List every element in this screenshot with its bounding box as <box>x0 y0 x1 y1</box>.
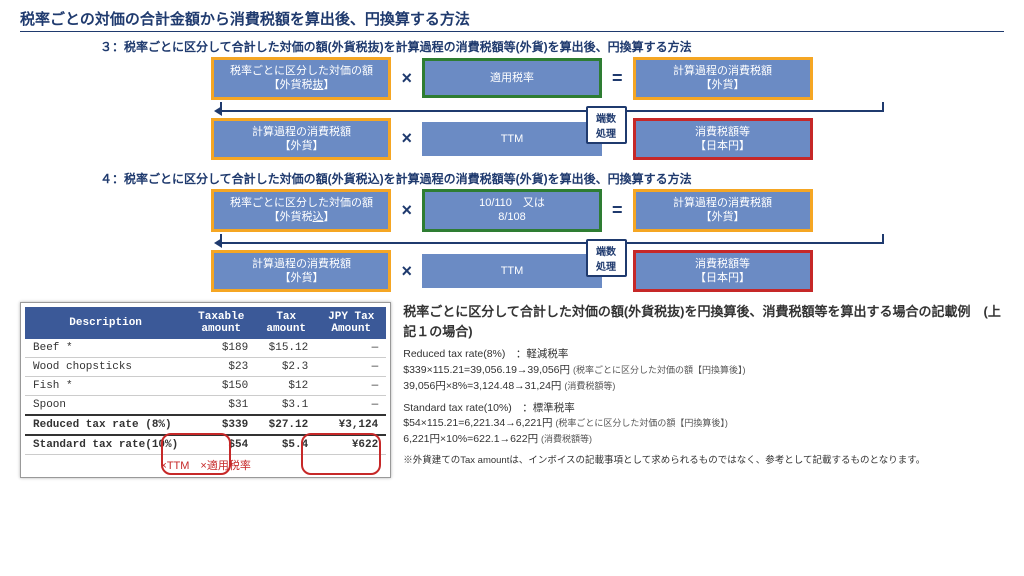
m3r2-box3: 消費税額等【日本円】 <box>633 118 813 161</box>
multiply-icon: × <box>397 128 416 149</box>
explain-title: 税率ごとに区分して合計した対価の額(外貨税抜)を円換算後、消費税額等を算出する場… <box>403 302 1004 341</box>
table-row: Spoon$31$3.1— <box>25 396 386 416</box>
table-total-row: Reduced tax rate (8%)$339$27.12¥3,124 <box>25 415 386 435</box>
m4-connector <box>20 234 1004 248</box>
m4r1-box2: 10/110 又は8/108 <box>422 189 602 232</box>
method3-row1: 税率ごとに区分した対価の額 【外貨税抜】 × 適用税率 = 計算過程の消費税額【… <box>20 57 1004 100</box>
m3r1-box3: 計算過程の消費税額【外貨】 <box>633 57 813 100</box>
multiply-icon: × <box>397 261 416 282</box>
table-row: Beef *$189$15.12— <box>25 339 386 358</box>
m4r2-box2: TTM <box>422 254 602 288</box>
m4r1-box3: 計算過程の消費税額【外貨】 <box>633 189 813 232</box>
standard-calc1: $54×115.21=6,221.34→6,221円 (税率ごとに区分した対価の… <box>403 416 1004 432</box>
m3r1-box2: 適用税率 <box>422 58 602 98</box>
method4-label: ４：税率ごとに区分して合計した対価の額(外貨税込)を計算過程の消費税額等(外貨)… <box>100 170 1004 187</box>
m3r2-box2: TTM <box>422 122 602 156</box>
col-desc: Description <box>25 307 186 339</box>
equals-icon: = 端数処理 <box>608 261 627 282</box>
multiply-icon: × <box>397 200 416 221</box>
equals-icon: = <box>608 200 627 221</box>
table-total-row: Standard tax rate(10%)$54$5.4¥622 <box>25 435 386 455</box>
reduced-calc2: 39,056円×8%=3,124.48→31,24円 (消費税額等) <box>403 379 1004 395</box>
method4-row1: 税率ごとに区分した対価の額 【外貨税込】 × 10/110 又は8/108 = … <box>20 189 1004 232</box>
multiply-icon: × <box>397 68 416 89</box>
page-title: 税率ごとの対価の合計金額から消費税額を算出後、円換算する方法 <box>20 8 1004 32</box>
table-row: Wood chopsticks$23$2.3— <box>25 358 386 377</box>
table-row: Fish *$150$12— <box>25 377 386 396</box>
method4-row2: 計算過程の消費税額【外貨】 × TTM = 端数処理 消費税額等【日本円】 <box>20 250 1004 293</box>
col-jpy: JPY Tax Amount <box>316 307 386 339</box>
standard-calc2: 6,221円×10%=622.1→622円 (消費税額等) <box>403 432 1004 448</box>
equals-icon: = 端数処理 <box>608 128 627 149</box>
rounding-badge: 端数処理 <box>586 239 627 277</box>
col-taxable: Taxable amount <box>186 307 256 339</box>
method3-row2: 計算過程の消費税額【外貨】 × TTM = 端数処理 消費税額等【日本円】 <box>20 118 1004 161</box>
equals-icon: = <box>608 68 627 89</box>
reduced-calc1: $339×115.21=39,056.19→39,056円 (税率ごとに区分した… <box>403 363 1004 379</box>
method3-label: ３：税率ごとに区分して合計した対価の額(外貨税抜)を計算過程の消費税額等(外貨)… <box>100 38 1004 55</box>
standard-label: Standard tax rate(10%) ：標準税率 <box>403 401 1004 417</box>
col-tax: Tax amount <box>256 307 316 339</box>
explanation: 税率ごとに区分して合計した対価の額(外貨税抜)を円換算後、消費税額等を算出する場… <box>403 302 1004 478</box>
rounding-badge: 端数処理 <box>586 106 627 144</box>
m4r2-box3: 消費税額等【日本円】 <box>633 250 813 293</box>
m3r2-box1: 計算過程の消費税額【外貨】 <box>211 118 391 161</box>
m3r1-box1: 税率ごとに区分した対価の額 【外貨税抜】 <box>211 57 391 100</box>
reduced-label: Reduced tax rate(8%) ：軽減税率 <box>403 347 1004 363</box>
m3-connector <box>20 102 1004 116</box>
table-note: ×TTM ×適用税率 <box>25 457 386 473</box>
m4r1-box1: 税率ごとに区分した対価の額 【外貨税込】 <box>211 189 391 232</box>
footnote: ※外貨建てのTax amountは、インボイスの記載事項として求められるものでは… <box>403 454 1004 467</box>
example-table: Description Taxable amount Tax amount JP… <box>20 302 391 478</box>
m4r2-box1: 計算過程の消費税額【外貨】 <box>211 250 391 293</box>
